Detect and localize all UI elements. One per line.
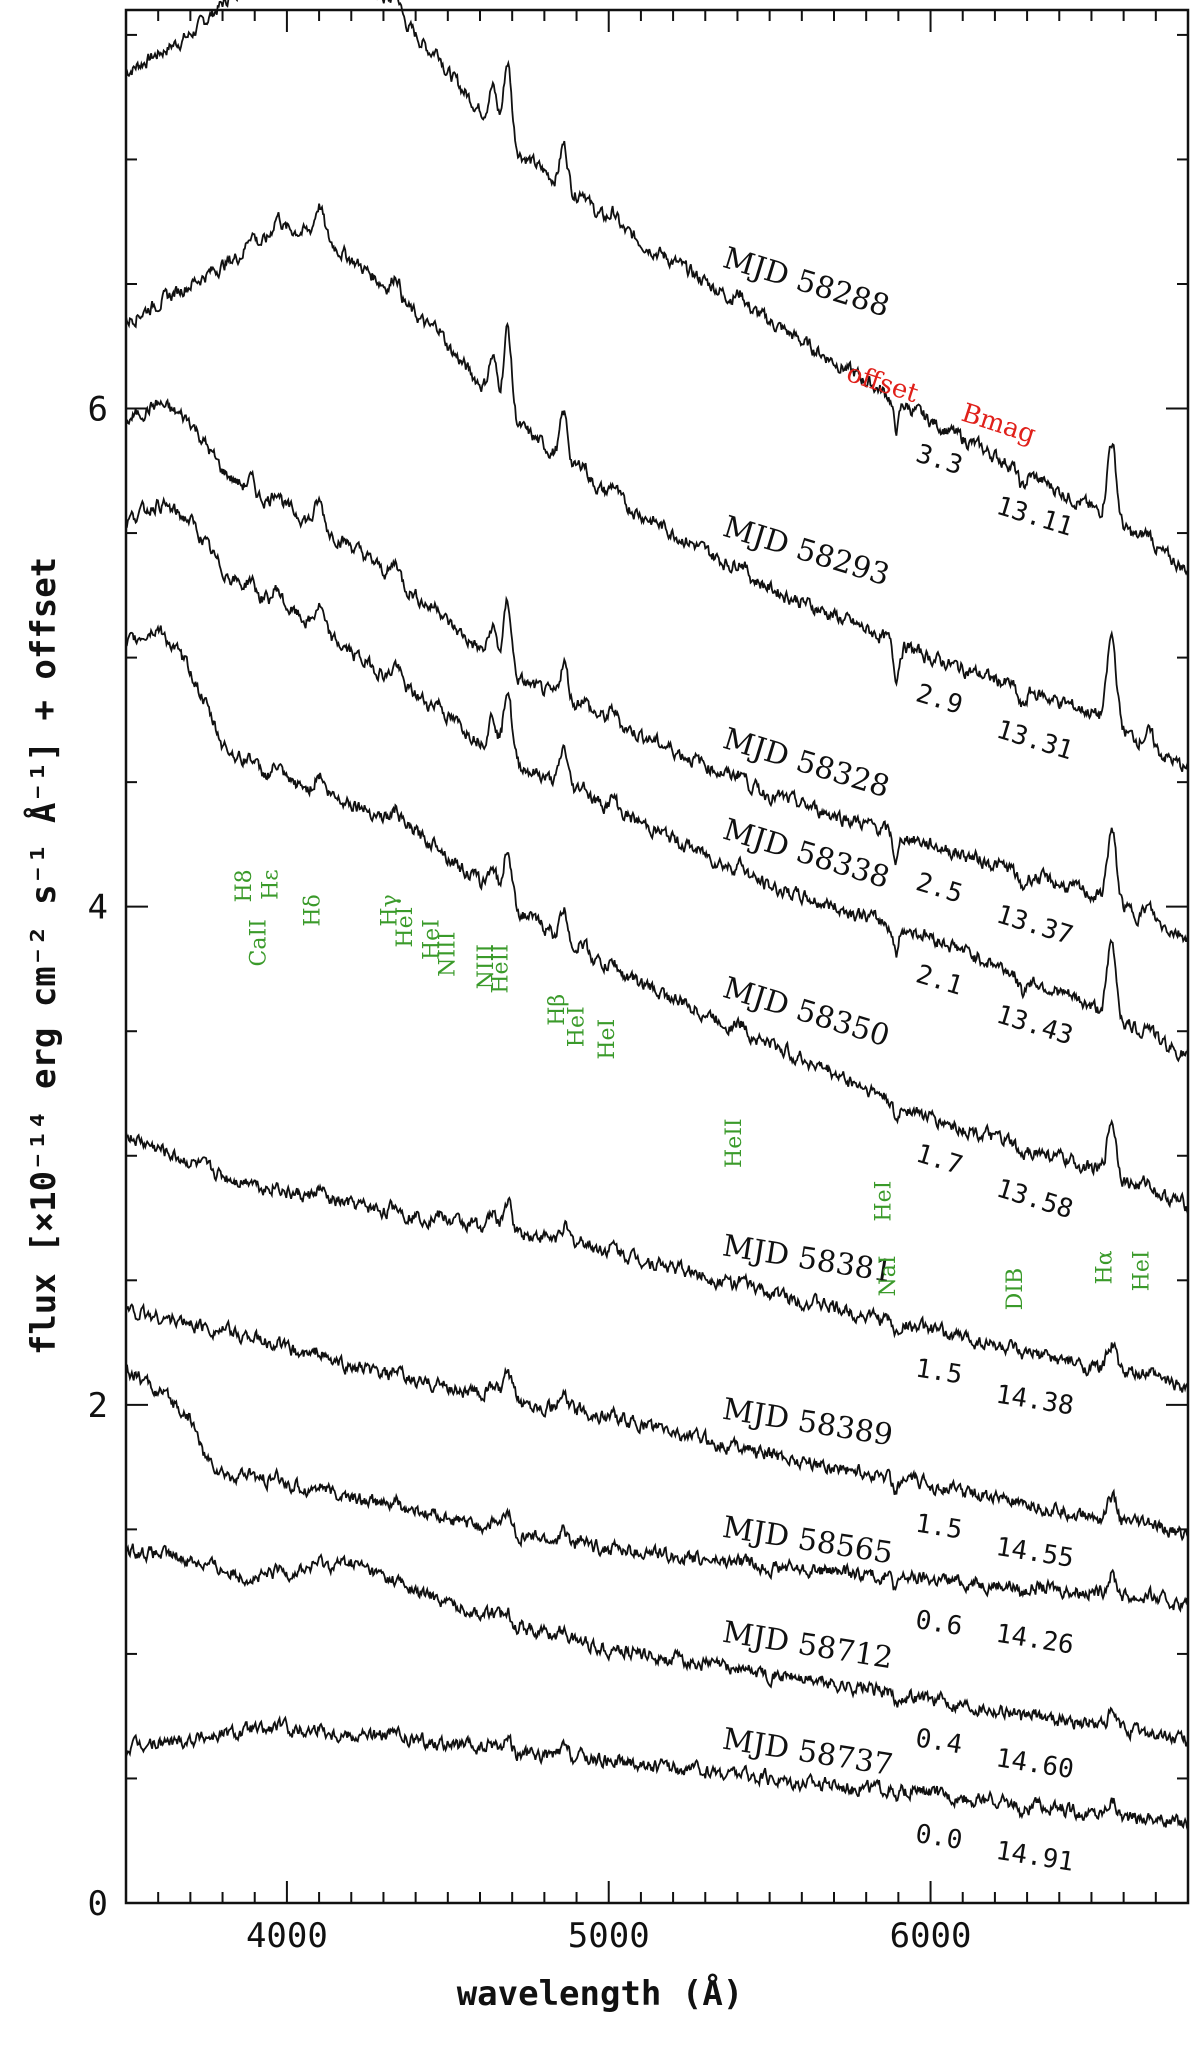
spectrum-line — [125, 1714, 1189, 1831]
line-id-label: HeI — [565, 1006, 590, 1047]
spectrum-line — [125, 496, 1189, 1063]
x-axis-title: wavelength (Å) — [457, 1973, 744, 2014]
bmag-value-label: 14.60 — [994, 1743, 1076, 1785]
x-tick-label: 5000 — [568, 1916, 650, 1956]
plot-frame — [124, 8, 1190, 1905]
line-id-label: HeII — [489, 944, 514, 994]
offset-value-label: 2.9 — [912, 678, 966, 720]
bmag-value-label: 14.55 — [994, 1532, 1076, 1574]
line-id-label: HeI — [1130, 1250, 1155, 1291]
spectrum-line — [125, 1364, 1189, 1613]
bmag-value-label: 13.37 — [993, 900, 1077, 952]
series-name-label: MJD 58389 — [720, 1392, 895, 1453]
bmag-value-label: 13.58 — [993, 1174, 1077, 1226]
line-id-label: Hγ — [377, 894, 402, 926]
offset-value-label: 0.4 — [913, 1723, 964, 1760]
spectrum-line — [125, 1543, 1189, 1747]
bmag-value-label: 13.43 — [993, 1000, 1077, 1052]
series-name-label: MJD 58565 — [720, 1510, 895, 1571]
spectrum-line — [125, 1132, 1189, 1393]
bmag-value-label: 13.31 — [993, 715, 1077, 767]
line-id-label: HeII — [722, 1118, 747, 1168]
spectrum-line — [125, 203, 1189, 773]
spectrum-line — [125, 398, 1189, 944]
line-id-label: NIII — [435, 932, 460, 977]
line-id-label: HeI — [872, 1181, 897, 1222]
offset-value-label: 1.7 — [912, 1139, 966, 1181]
bmag-value-label: 14.38 — [994, 1380, 1076, 1422]
x-tick-label: 6000 — [890, 1916, 972, 1956]
offset-value-label: 2.1 — [912, 959, 966, 1001]
series-name-label: MJD 58288 — [719, 241, 894, 325]
series-name-label: MJD 58737 — [720, 1722, 895, 1783]
line-id-label: Hδ — [300, 894, 325, 926]
spectra — [125, 0, 1189, 1831]
line-id-label: H8 — [232, 869, 257, 902]
series-name-label: MJD 58338 — [719, 812, 894, 896]
tick-marks — [126, 10, 1189, 1903]
line-id-label: HeI — [393, 907, 418, 948]
y-tick-label: 6 — [88, 390, 108, 430]
y-axis-title: flux [×10⁻¹⁴ erg cm⁻² s⁻¹ Å⁻¹] + offset — [23, 557, 64, 1355]
offset-value-label: 0.0 — [913, 1819, 964, 1856]
offset-value-label: 2.5 — [912, 867, 966, 909]
line-id-label: Hβ — [545, 994, 570, 1026]
line-id-label: Hε — [258, 869, 283, 900]
series-name-label: MJD 58350 — [719, 971, 894, 1055]
tick-labels: 4000 5000 6000 0 2 4 6 — [88, 390, 972, 1956]
offset-value-label: 1.5 — [913, 1353, 964, 1390]
series-name-label: MJD 58328 — [719, 721, 894, 805]
offset-value-label: 0.6 — [913, 1605, 964, 1642]
y-tick-label: 2 — [88, 1386, 108, 1426]
spectrum-line — [125, 1302, 1189, 1542]
spectrum-line — [125, 624, 1189, 1215]
line-id-label: HeI — [419, 919, 444, 960]
bmag-value-label: 14.26 — [994, 1619, 1076, 1661]
line-id-label: Hα — [1093, 1250, 1118, 1284]
line-id-label: NIII — [474, 944, 499, 989]
series-name-label: MJD 58293 — [719, 509, 894, 593]
bmag-value-label: 14.91 — [994, 1836, 1076, 1878]
offset-header: offset — [843, 358, 923, 409]
line-id-label: DIB — [1003, 1268, 1028, 1311]
y-tick-label: 0 — [88, 1884, 108, 1924]
line-id-label: NaI — [876, 1255, 901, 1296]
x-tick-label: 4000 — [246, 1916, 328, 1956]
offset-value-label: 3.3 — [912, 439, 966, 481]
line-id-label: CaII — [247, 919, 272, 966]
line-id-label: HeI — [595, 1019, 620, 1060]
spectrum-line — [125, 0, 1189, 576]
offset-value-label: 1.5 — [913, 1509, 964, 1546]
y-tick-label: 4 — [88, 888, 108, 928]
